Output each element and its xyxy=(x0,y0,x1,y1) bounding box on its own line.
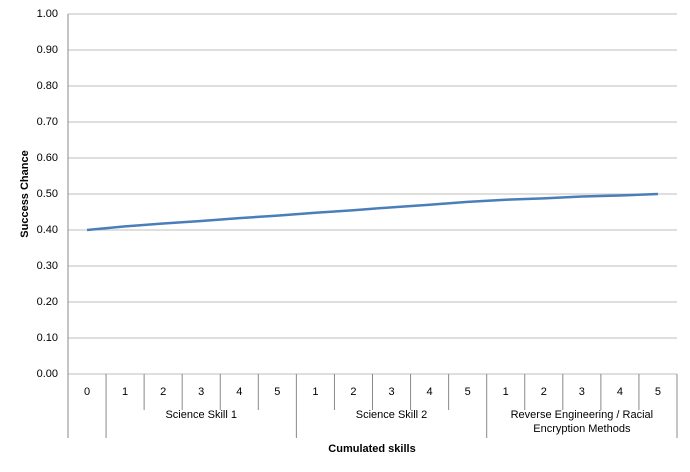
x-tick-label: 0 xyxy=(84,386,90,398)
x-tick-label: 2 xyxy=(160,386,166,398)
y-tick-label: 0.10 xyxy=(37,332,58,344)
group-label: Reverse Engineering / Racial Encryption … xyxy=(510,409,654,435)
y-tick-label: 0.30 xyxy=(37,260,58,272)
group-label: Science Skill 1 xyxy=(165,409,237,421)
y-tick-label: 0.00 xyxy=(37,368,58,380)
x-tick-label: 5 xyxy=(274,386,280,398)
x-tick-label: 1 xyxy=(122,386,128,398)
x-tick-label: 3 xyxy=(198,386,204,398)
y-axis-title: Success Chance xyxy=(19,150,31,237)
x-axis-title: Cumulated skills xyxy=(328,443,415,455)
group-label: Science Skill 2 xyxy=(355,409,428,421)
x-tick-label: 3 xyxy=(388,386,394,398)
x-tick-label: 2 xyxy=(541,386,547,398)
x-tick-label: 1 xyxy=(312,386,318,398)
y-tick-label: 0.50 xyxy=(37,188,58,200)
y-tick-label: 0.80 xyxy=(37,80,58,92)
x-tick-label: 4 xyxy=(617,386,623,398)
x-tick-label: 5 xyxy=(465,386,471,398)
y-tick-label: 0.20 xyxy=(37,296,58,308)
y-tick-label: 1.00 xyxy=(37,8,58,20)
x-tick-label: 2 xyxy=(350,386,356,398)
data-line xyxy=(86,192,659,232)
y-tick-label: 0.70 xyxy=(37,116,58,128)
y-tick-label: 0.90 xyxy=(37,44,58,56)
x-tick-label: 4 xyxy=(427,386,433,398)
y-tick-label: 0.60 xyxy=(37,152,58,164)
y-tick-label: 0.40 xyxy=(37,224,58,236)
x-tick-label: 5 xyxy=(655,386,661,398)
x-tick-label: 3 xyxy=(579,386,585,398)
x-tick-label: 4 xyxy=(236,386,242,398)
x-tick-label: 1 xyxy=(503,386,509,398)
